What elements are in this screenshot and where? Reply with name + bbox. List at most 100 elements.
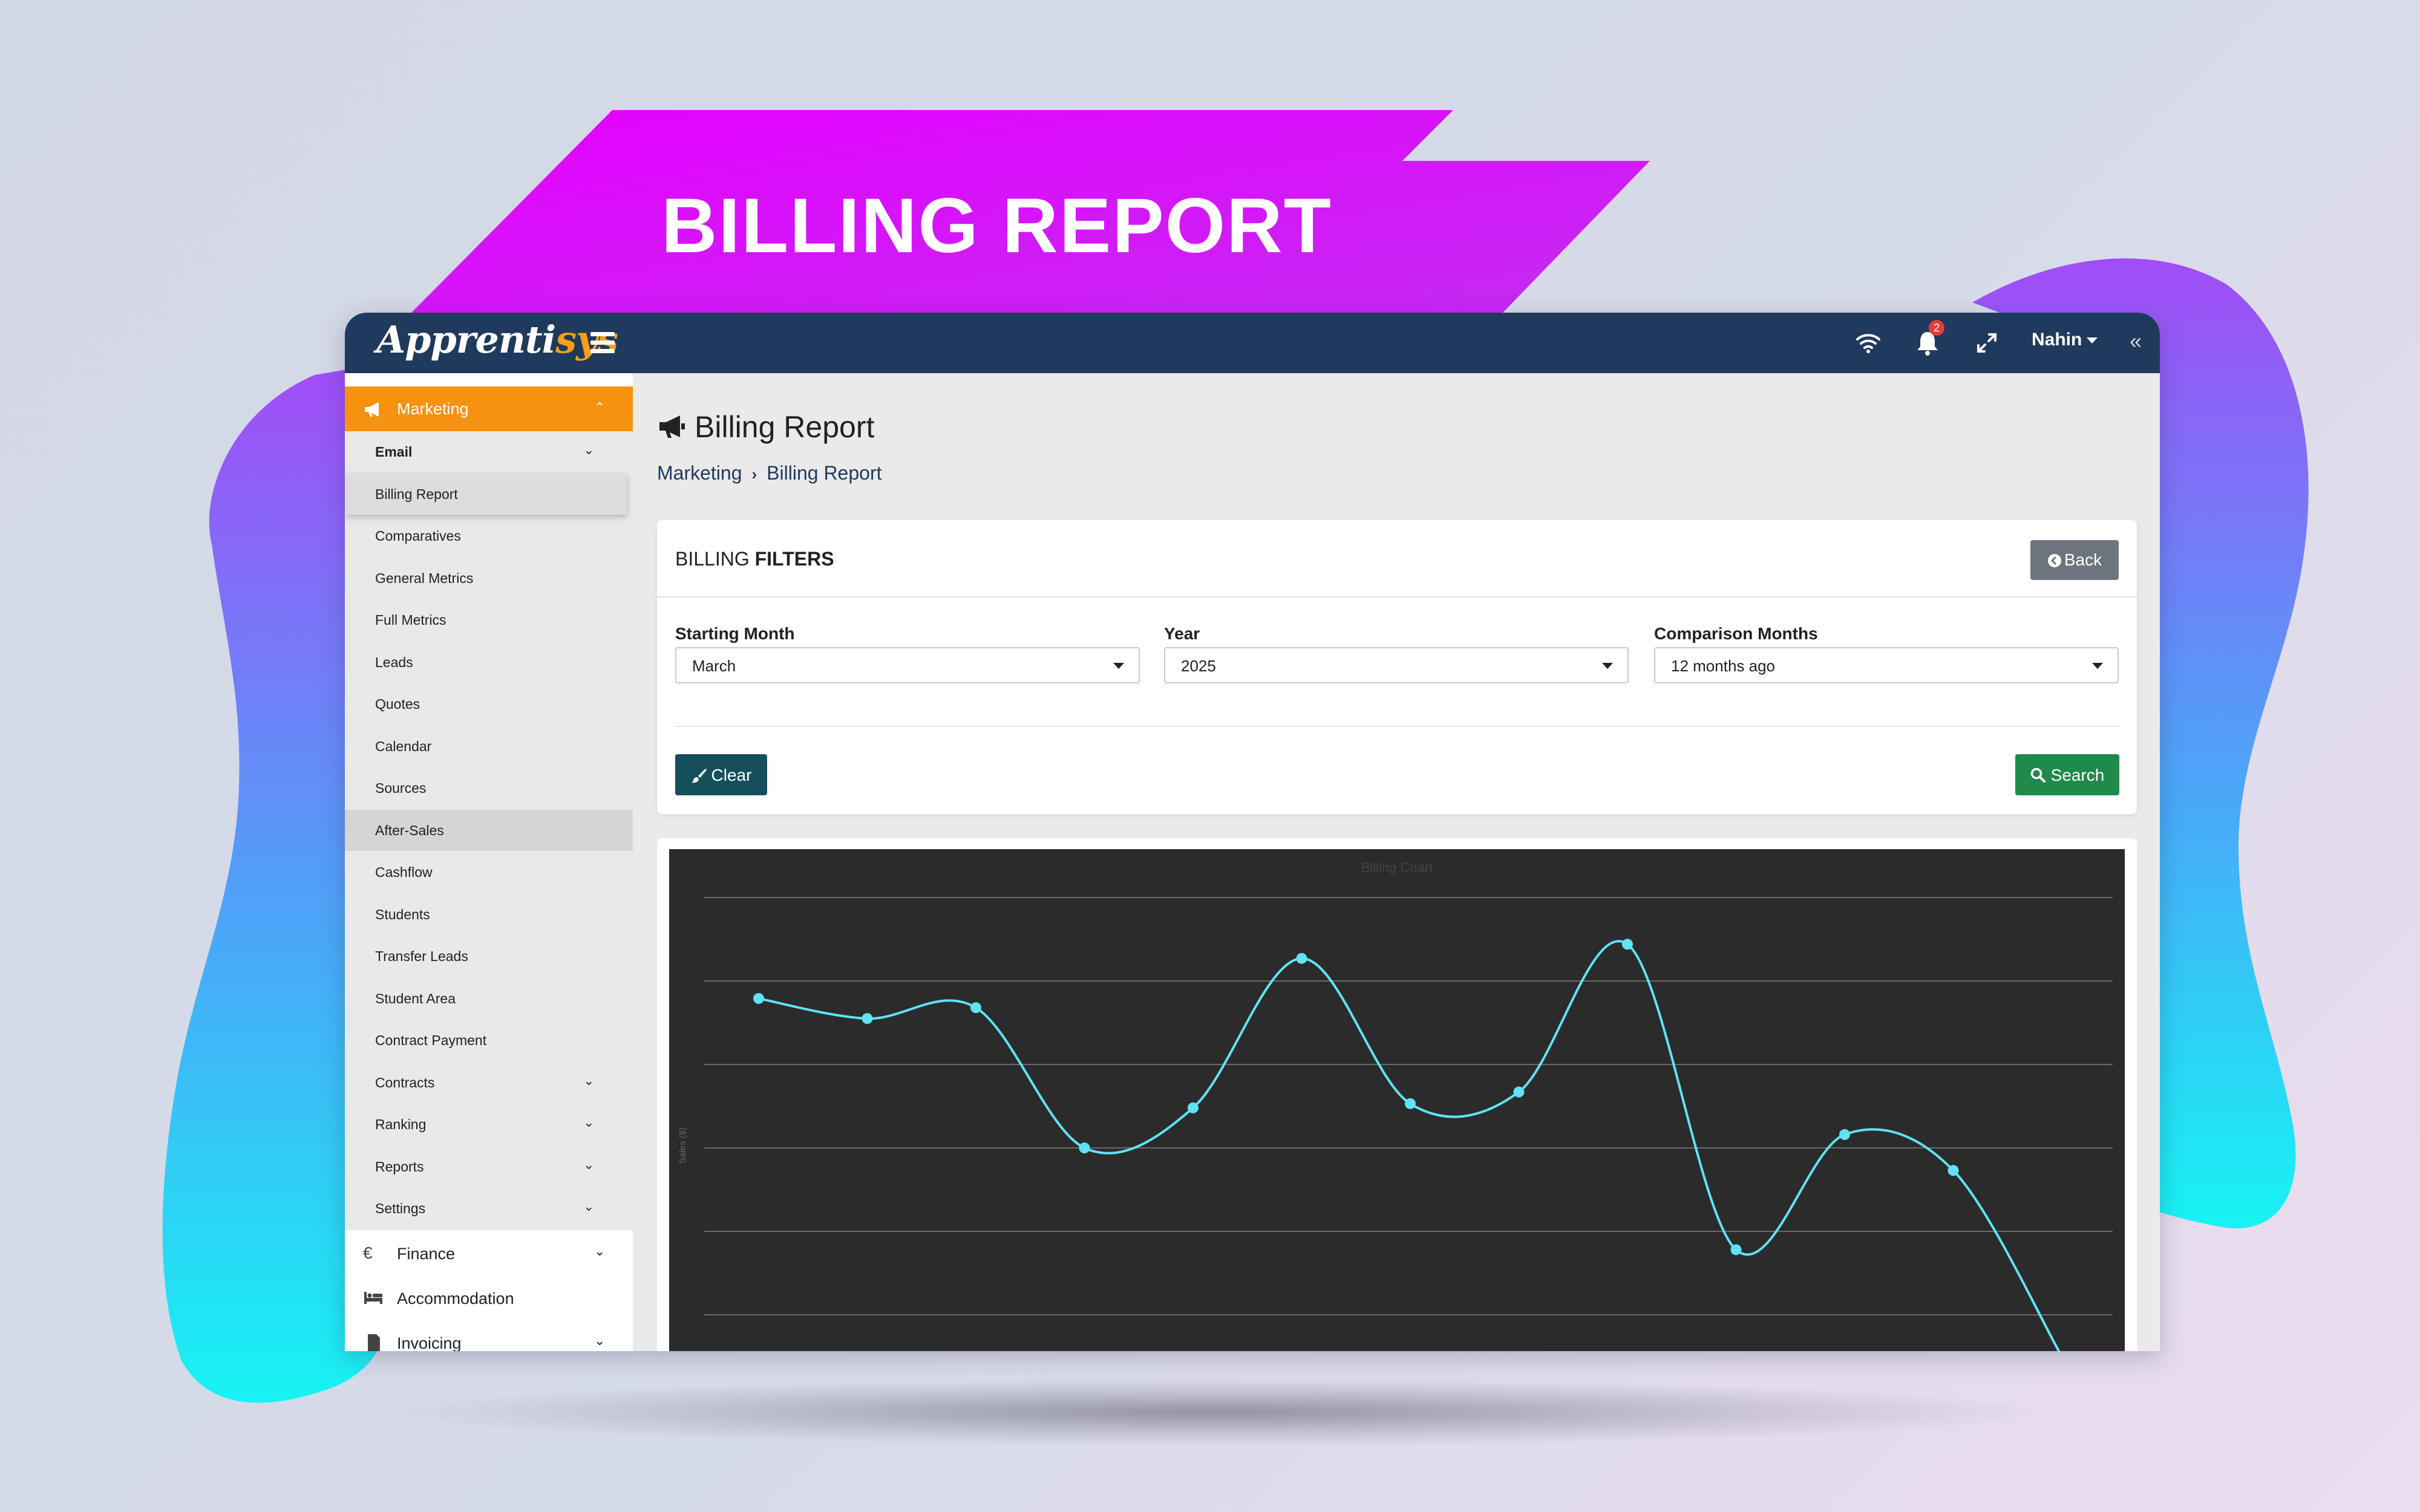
search-icon <box>2030 767 2046 783</box>
card-title: BILLING FILTERS <box>675 548 834 570</box>
caret-down-icon <box>1602 663 1613 669</box>
line-chart <box>704 897 2113 1351</box>
chevron-down-icon: ⌄ <box>583 1115 595 1130</box>
chart-point[interactable] <box>1079 1142 1090 1153</box>
chart-point[interactable] <box>1730 1244 1742 1256</box>
clear-button-label: Clear <box>711 766 752 784</box>
clear-button[interactable]: Clear <box>675 754 767 795</box>
user-menu[interactable]: Nahin <box>2032 330 2098 350</box>
back-button[interactable]: Back <box>2030 540 2119 580</box>
banner-title: BILLING REPORT <box>661 183 1332 269</box>
sidebar-item-comparatives[interactable]: Comparatives <box>345 515 633 556</box>
chart-series-line <box>758 940 2061 1351</box>
user-name: Nahin <box>2032 330 2082 350</box>
sidebar-item-email[interactable]: Email ⌄ <box>345 431 633 472</box>
breadcrumb: Marketing › Billing Report <box>657 462 881 484</box>
sidebar-item-billing-report[interactable]: Billing Report <box>345 474 627 515</box>
sidebar-item-after-sales[interactable]: After-Sales <box>345 810 633 851</box>
sidebar-item-label: Invoicing <box>397 1334 462 1351</box>
chevron-down-icon: ⌄ <box>594 1333 606 1348</box>
title-banner-shape <box>411 110 1650 313</box>
sidebar-item-contract-payment[interactable]: Contract Payment <box>345 1020 633 1061</box>
caret-down-icon <box>2087 337 2098 344</box>
billing-filters-card: BILLING FILTERS Back Starting Month Marc… <box>657 520 2137 814</box>
chart-point[interactable] <box>1947 1165 1959 1176</box>
sidebar-item-ranking[interactable]: Ranking ⌄ <box>345 1104 633 1145</box>
sidebar-item-label: Full Metrics <box>375 612 446 628</box>
sidebar-item-sources[interactable]: Sources <box>345 767 633 809</box>
sidebar-item-label: Contract Payment <box>375 1032 487 1048</box>
chevron-down-icon: ⌄ <box>583 1157 595 1172</box>
bell-icon[interactable] <box>1913 328 1942 357</box>
chevron-down-icon: ⌄ <box>583 1199 595 1214</box>
search-button[interactable]: Search <box>2015 754 2119 795</box>
year-label: Year <box>1164 624 1200 643</box>
chevron-down-icon: ⌄ <box>583 442 595 457</box>
sidebar-item-general-metrics[interactable]: General Metrics <box>345 558 633 599</box>
page-title-text: Billing Report <box>695 410 875 444</box>
select-value: 12 months ago <box>1671 657 1776 675</box>
app-window: Apprentisys 2 Nahin « Marketing ⌃ <box>345 313 2160 1351</box>
megaphone-icon <box>365 402 379 417</box>
logo-accent-text: sys <box>555 318 618 362</box>
back-circle-icon <box>2047 554 2061 567</box>
wifi-icon[interactable] <box>1854 328 1883 357</box>
app-logo[interactable]: Apprentisys <box>376 318 618 362</box>
sidebar-item-cashflow[interactable]: Cashflow <box>345 852 633 893</box>
sidebar-item-invoicing[interactable]: Invoicing ⌄ <box>345 1320 633 1351</box>
file-icon <box>368 1334 380 1351</box>
sidebar-item-leads[interactable]: Leads <box>345 642 633 683</box>
sidebar-item-label: After-Sales <box>375 823 444 838</box>
chart-point[interactable] <box>1839 1129 1850 1140</box>
year-select[interactable]: 2025 <box>1164 647 1629 683</box>
breadcrumb-current: Billing Report <box>767 462 882 484</box>
fullscreen-icon[interactable] <box>1972 328 2001 357</box>
chart-point[interactable] <box>1405 1098 1416 1109</box>
chart-point[interactable] <box>1296 953 1307 964</box>
comparison-months-select[interactable]: 12 months ago <box>1654 647 2119 683</box>
chevron-down-icon: ⌄ <box>594 1243 606 1259</box>
page-title: Billing Report <box>657 409 874 445</box>
chart-point[interactable] <box>862 1013 873 1025</box>
sidebar-item-label: Quotes <box>375 696 420 712</box>
sidebar-item-contracts[interactable]: Contracts ⌄ <box>345 1062 633 1103</box>
brush-icon <box>691 769 707 783</box>
chart-point[interactable] <box>970 1002 981 1014</box>
sidebar-item-reports[interactable]: Reports ⌄ <box>345 1146 633 1187</box>
select-value: March <box>692 657 736 675</box>
sidebar-item-label: Finance <box>397 1245 456 1263</box>
card-header: BILLING FILTERS Back <box>657 520 2137 598</box>
chart-point[interactable] <box>1622 939 1633 950</box>
chart-point[interactable] <box>1188 1102 1199 1113</box>
sidebar-item-label: Transfer Leads <box>375 948 468 964</box>
top-navbar: Apprentisys 2 Nahin « <box>345 313 2160 373</box>
starting-month-select[interactable]: March <box>675 647 1140 683</box>
notification-badge: 2 <box>1929 320 1944 336</box>
chart-point[interactable] <box>1513 1086 1525 1098</box>
collapse-sidebar-icon[interactable]: « <box>2130 328 2142 353</box>
chevron-right-icon: › <box>751 465 757 483</box>
sidebar-item-student-area[interactable]: Student Area <box>345 978 633 1019</box>
sidebar-item-students[interactable]: Students <box>345 894 633 935</box>
card-title-bold: FILTERS <box>754 548 834 570</box>
sidebar-item-full-metrics[interactable]: Full Metrics <box>345 599 633 640</box>
search-button-label: Search <box>2050 766 2105 784</box>
sidebar-item-calendar[interactable]: Calendar <box>345 726 633 767</box>
billing-chart-card: Billing Chart Sales ($) <box>657 838 2137 1351</box>
sidebar-item-settings[interactable]: Settings ⌄ <box>345 1188 633 1229</box>
sidebar-item-label: Ranking <box>375 1116 427 1132</box>
sidebar-item-quotes[interactable]: Quotes <box>345 683 633 725</box>
chart-point[interactable] <box>753 992 764 1004</box>
sidebar-item-transfer-leads[interactable]: Transfer Leads <box>345 936 633 977</box>
breadcrumb-link-marketing[interactable]: Marketing <box>657 462 742 484</box>
sidebar-item-label: Reports <box>375 1159 424 1175</box>
comparison-months-label: Comparison Months <box>1654 624 1818 643</box>
sidebar-item-finance[interactable]: € Finance ⌄ <box>345 1230 633 1275</box>
divider <box>675 726 2119 727</box>
sidebar-item-marketing[interactable]: Marketing ⌃ <box>345 386 633 431</box>
menu-toggle-icon[interactable] <box>590 332 615 354</box>
sidebar-item-label: Contracts <box>375 1075 435 1090</box>
sidebar-item-accommodation[interactable]: Accommodation <box>345 1275 633 1320</box>
